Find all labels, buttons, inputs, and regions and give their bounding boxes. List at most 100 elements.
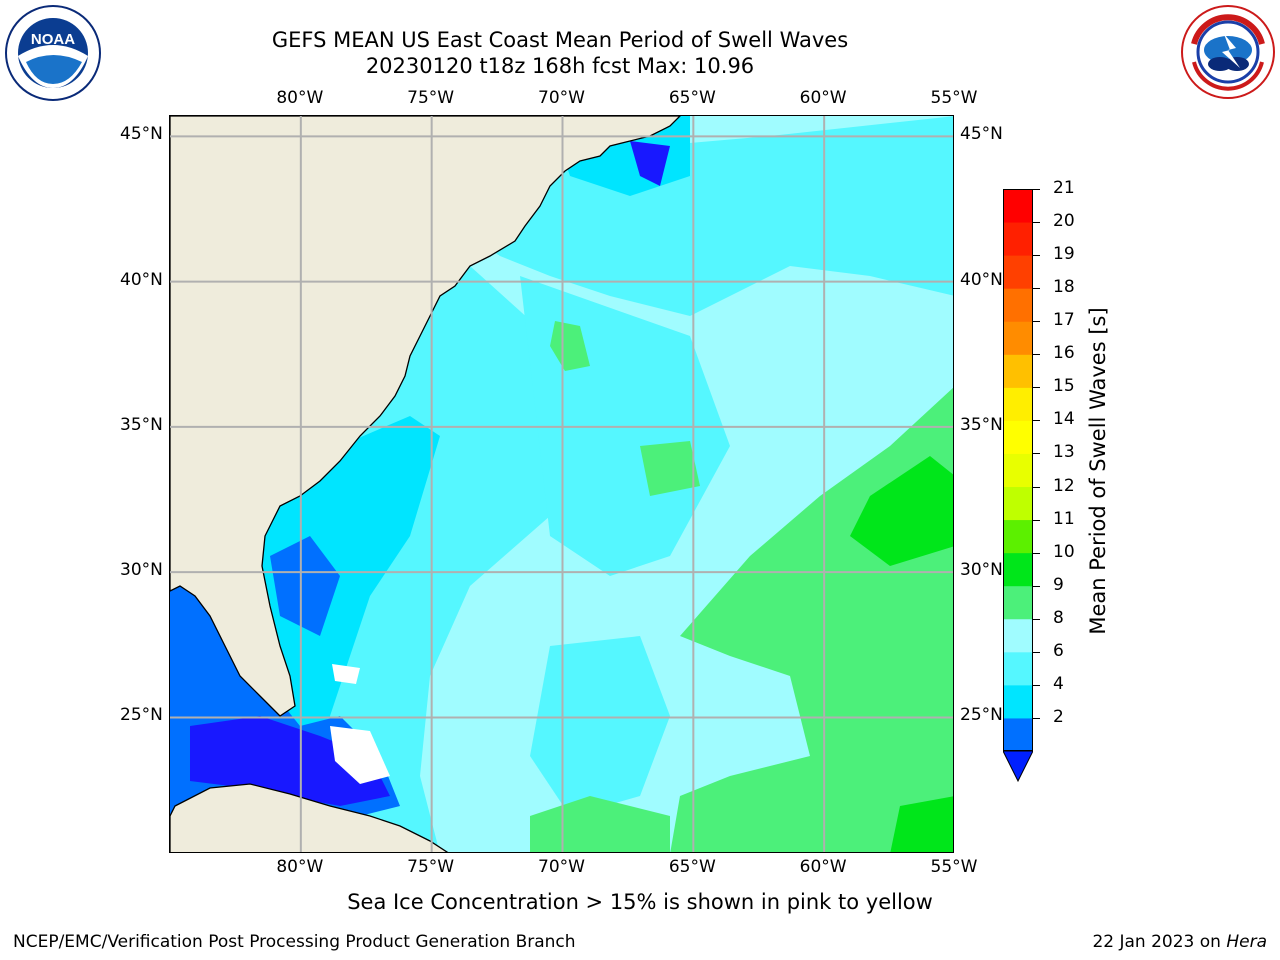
- ocean-field-light-cyan-4: [530, 636, 670, 816]
- colorbar-tick: [1033, 189, 1040, 190]
- colorbar-bin: [1003, 486, 1033, 521]
- colorbar-tick: [1033, 420, 1040, 422]
- ocean-field-deep-blue-gulf-maine: [630, 141, 670, 186]
- footer-date: 22 Jan 2023 on Hera: [1092, 932, 1267, 952]
- colorbar-tick: [1033, 519, 1040, 521]
- colorbar-tick-label: 9: [1053, 574, 1064, 595]
- map-gridlines: [170, 116, 953, 852]
- colorbar-tick-label: 2: [1053, 706, 1064, 727]
- north-america-land: [170, 116, 681, 717]
- longitude-label-top: 55°W: [930, 88, 978, 108]
- colorbar-bin: [1003, 684, 1033, 719]
- swell-period-map: [170, 116, 953, 852]
- longitude-label-top: 80°W: [276, 88, 324, 108]
- colorbar-under-arrow: [1003, 750, 1033, 783]
- colorbar-tick-label: 17: [1053, 310, 1075, 331]
- longitude-label-top: 60°W: [799, 88, 847, 108]
- latitude-label-left: 45°N: [120, 124, 163, 145]
- colorbar-bin: [1003, 585, 1033, 620]
- sea-ice-caption: Sea Ice Concentration > 15% is shown in …: [347, 890, 933, 914]
- colorbar-tick-label: 6: [1053, 640, 1064, 661]
- ocean-field-blue-2: [270, 536, 340, 636]
- latitude-label-left: 40°N: [120, 269, 163, 290]
- chart-subtitle: 20230120 t18z 168h fcst Max: 10.96: [365, 54, 755, 78]
- ocean-field-bright-green: [850, 456, 953, 566]
- colorbar-tick-label: 8: [1053, 607, 1064, 628]
- colorbar-bin: [1003, 618, 1033, 653]
- colorbar-bin: [1003, 717, 1033, 752]
- longitude-label-bottom: 65°W: [668, 857, 716, 877]
- ocean-field-deep-blue: [190, 716, 390, 806]
- colorbar-tick: [1033, 618, 1040, 620]
- latitude-label-right: 30°N: [960, 560, 1003, 581]
- colorbar-tick-label: 15: [1053, 376, 1075, 397]
- colorbar-tick-label: 12: [1053, 475, 1075, 496]
- colorbar-bin: [1003, 420, 1033, 454]
- chart-title: GEFS MEAN US East Coast Mean Period of S…: [271, 28, 849, 52]
- colorbar-tick: [1033, 288, 1040, 290]
- colorbar-bin: [1003, 552, 1033, 587]
- noaa-logo: NOAA: [5, 5, 101, 101]
- colorbar-bin: [1003, 387, 1033, 421]
- colorbar-tick: [1033, 255, 1040, 257]
- colorbar-tick: [1033, 387, 1040, 389]
- colorbar-bin: [1003, 354, 1033, 388]
- ocean-field-bright-green-2: [890, 796, 953, 852]
- colorbar-tick: [1033, 585, 1040, 587]
- latitude-label-right: 40°N: [960, 269, 1003, 290]
- footer-machine: Hera: [1226, 932, 1267, 952]
- colorbar-bin: [1003, 189, 1033, 223]
- longitude-label-bottom: 70°W: [538, 857, 585, 877]
- colorbar-tick: [1033, 651, 1040, 653]
- colorbar-bin: [1003, 255, 1033, 289]
- latitude-label-right: 25°N: [960, 705, 1003, 726]
- colorbar-tick-label: 14: [1053, 409, 1075, 430]
- longitude-label-bottom: 80°W: [276, 857, 324, 877]
- latitude-label-right: 35°N: [960, 414, 1003, 435]
- footer-credit: NCEP/EMC/Verification Post Processing Pr…: [13, 932, 576, 952]
- colorbar-tick: [1033, 486, 1040, 488]
- colorbar-tick-label: 18: [1053, 277, 1075, 298]
- colorbar-tick: [1033, 354, 1040, 356]
- colorbar-bin: [1003, 453, 1033, 488]
- colorbar-tick: [1033, 552, 1040, 554]
- colorbar: [1003, 189, 1033, 783]
- colorbar-bin: [1003, 321, 1033, 355]
- ocean-field-green-patch-2: [640, 441, 700, 496]
- ocean-field-green-south: [530, 796, 670, 852]
- map-panel: [169, 115, 954, 853]
- svg-text:NOAA: NOAA: [31, 31, 75, 48]
- colorbar-tick-label: 10: [1053, 541, 1075, 562]
- colorbar-tick: [1033, 321, 1040, 323]
- bahamas-bank: [330, 726, 390, 784]
- footer-date-text: 22 Jan 2023 on: [1092, 932, 1227, 952]
- longitude-label-bottom: 55°W: [930, 857, 978, 877]
- longitude-label-top: 70°W: [538, 88, 585, 108]
- colorbar-title: Mean Period of Swell Waves [s]: [1086, 307, 1110, 635]
- ocean-field-green-patch: [550, 321, 590, 371]
- latitude-label-right: 45°N: [960, 124, 1003, 145]
- cuba-land: [170, 783, 449, 852]
- colorbar-bin: [1003, 651, 1033, 686]
- colorbar-tick-label: 4: [1053, 673, 1064, 694]
- longitude-label-bottom: 60°W: [799, 857, 847, 877]
- longitude-label-top: 65°W: [668, 88, 716, 108]
- colorbar-tick: [1033, 453, 1040, 455]
- colorbar-tick: [1033, 222, 1040, 224]
- colorbar-tick-label: 19: [1053, 244, 1075, 265]
- longitude-label-top: 75°W: [407, 88, 455, 108]
- colorbar-bin: [1003, 222, 1033, 256]
- colorbar-bin: [1003, 288, 1033, 322]
- latitude-label-left: 35°N: [120, 414, 163, 435]
- colorbar-tick-label: 21: [1053, 178, 1075, 198]
- colorbar-tick-label: 11: [1053, 508, 1075, 529]
- colorbar-bin: [1003, 519, 1033, 554]
- colorbar-tick-label: 13: [1053, 442, 1075, 463]
- latitude-label-left: 30°N: [120, 560, 163, 581]
- nws-logo: [1181, 5, 1275, 99]
- colorbar-tick-label: 20: [1053, 211, 1075, 232]
- longitude-label-bottom: 75°W: [407, 857, 455, 877]
- latitude-label-left: 25°N: [120, 705, 163, 726]
- colorbar-tick-label: 16: [1053, 343, 1075, 364]
- colorbar-tick: [1033, 684, 1040, 686]
